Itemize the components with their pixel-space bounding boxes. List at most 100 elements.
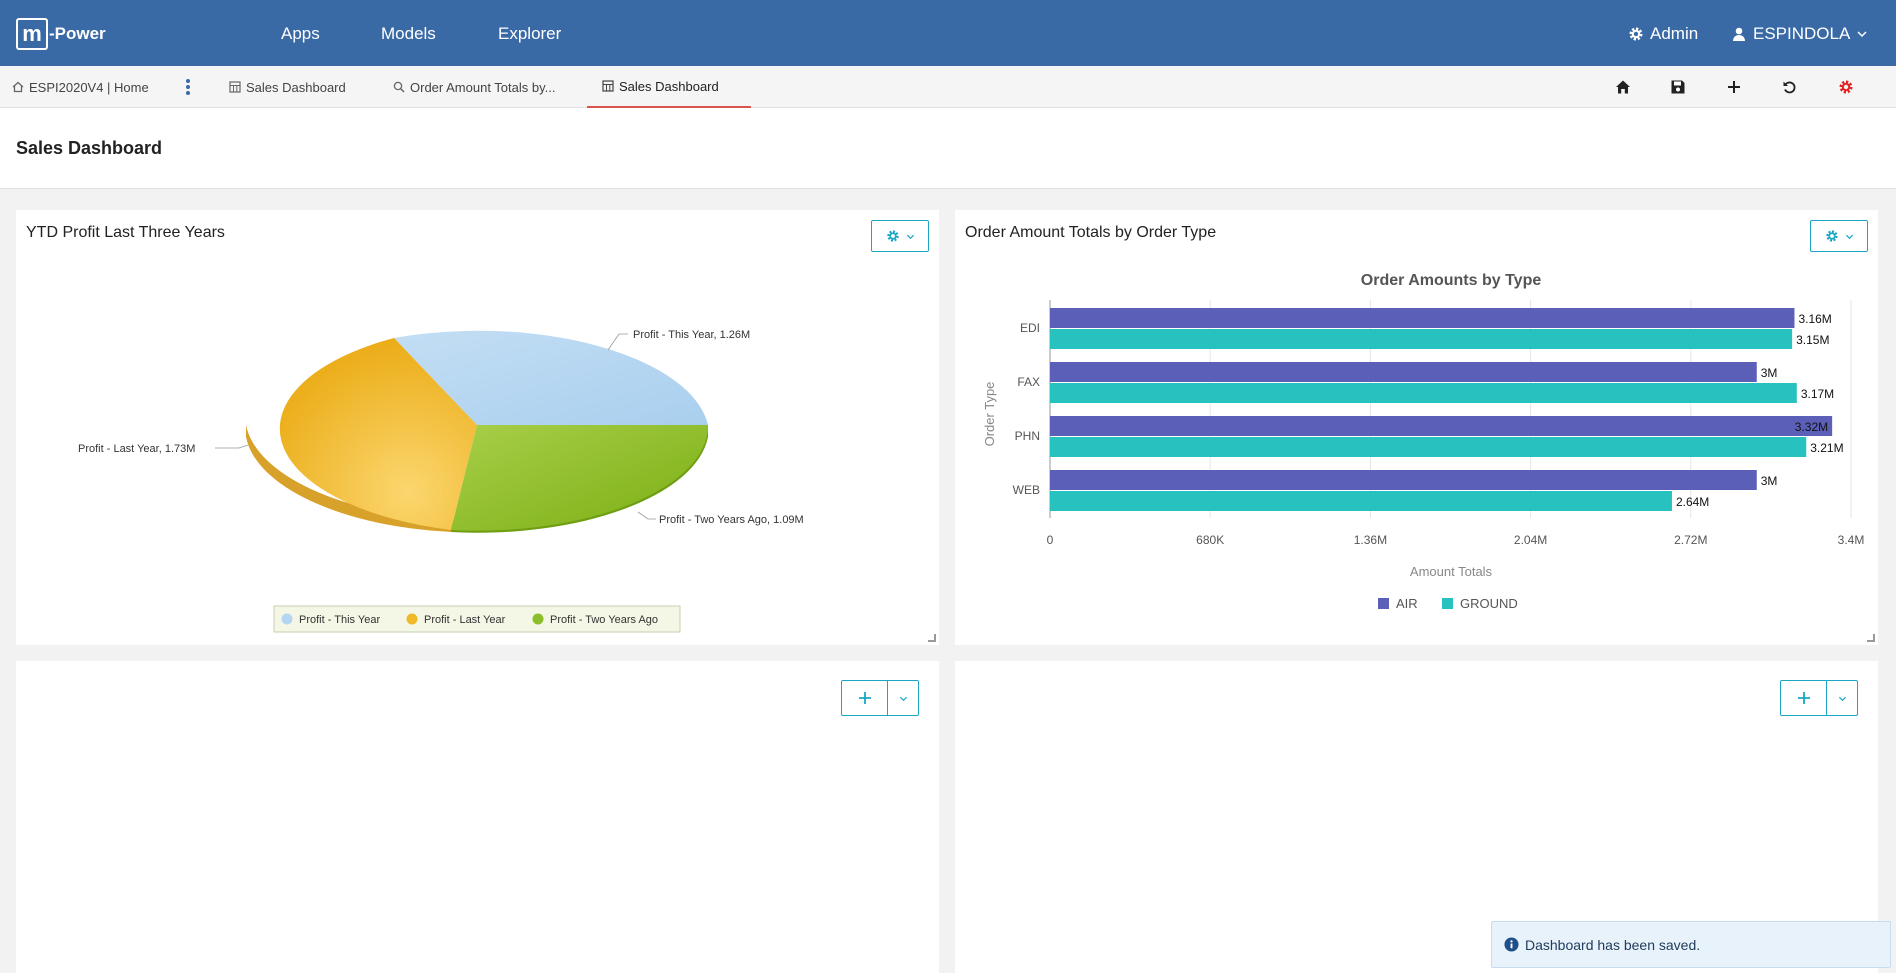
bar-chart-ylabel: Order Type [982, 382, 997, 447]
pie-legend-this-year: Profit - This Year [299, 614, 380, 626]
add-widget-group-left [841, 680, 919, 716]
tab-sales-dashboard-active[interactable]: Sales Dashboard [587, 66, 751, 108]
add-widget-button[interactable] [842, 681, 887, 715]
pie-panel-settings-button[interactable] [871, 220, 929, 252]
bar-category-label: FAX [1017, 375, 1040, 389]
tab-label: Sales Dashboard [246, 79, 346, 95]
add-button[interactable] [1723, 76, 1745, 98]
admin-menu[interactable]: Admin [1628, 24, 1698, 44]
nav-explorer[interactable]: Explorer [498, 24, 562, 43]
top-navbar: m -Power Apps Models Explorer Admin ESPI… [0, 0, 1896, 66]
user-label: ESPINDOLA [1753, 24, 1851, 43]
bar-x-tick-label: 0 [1047, 533, 1054, 547]
gear-icon [1629, 27, 1643, 41]
bar-chart-xlabel: Amount Totals [1410, 564, 1493, 579]
info-icon [1504, 937, 1519, 952]
bar-data-label: 3M [1761, 366, 1778, 380]
bar-x-tick-label: 1.36M [1354, 533, 1387, 547]
refresh-icon [1783, 81, 1796, 94]
plus-icon [1728, 81, 1740, 93]
bar-x-tick-label: 2.72M [1674, 533, 1707, 547]
bar-chart: Order Amounts by Type Amount Totals Orde… [982, 272, 1865, 611]
chevron-down-icon [1845, 234, 1853, 239]
bar-panel-settings-button[interactable] [1810, 220, 1868, 252]
add-widget-button[interactable] [1781, 681, 1826, 715]
bar-panel-resize-handle[interactable] [1867, 634, 1875, 642]
pie-label-this-year: Profit - This Year, 1.26M [633, 329, 750, 341]
user-icon [1733, 27, 1745, 41]
bar-chart-panel: Order Amount Totals by Order Type Order … [955, 210, 1878, 645]
home-button[interactable] [1612, 76, 1634, 98]
bar-data-label: 3.16M [1798, 312, 1831, 326]
bar-category-label: PHN [1015, 429, 1040, 443]
refresh-button[interactable] [1779, 76, 1801, 98]
pie-label-last-year: Profit - Last Year, 1.73M [78, 443, 195, 455]
bar-chart-title: Order Amounts by Type [1361, 272, 1542, 289]
pie-legend-last-year: Profit - Last Year [424, 614, 506, 626]
gear-icon [886, 230, 899, 242]
saved-notification-text: Dashboard has been saved. [1525, 936, 1701, 953]
pie-panel-title: YTD Profit Last Three Years [26, 224, 225, 241]
page-header: Sales Dashboard [0, 108, 1896, 189]
tab-order-amount-totals[interactable]: Order Amount Totals by... [393, 66, 555, 108]
user-menu[interactable]: ESPINDOLA [1731, 24, 1868, 44]
logo-text: -Power [49, 24, 106, 43]
pie-slice-this-year [394, 330, 708, 425]
nav-apps[interactable]: Apps [281, 24, 320, 43]
bar-air-fax [1050, 362, 1757, 382]
add-widget-dropdown[interactable] [1826, 681, 1857, 715]
tab-home[interactable]: ESPI2020V4 | Home [12, 66, 149, 108]
bar-legend-swatch-air [1378, 598, 1389, 609]
admin-label: Admin [1650, 24, 1699, 43]
chevron-down-icon [899, 696, 907, 701]
tab-bar: ESPI2020V4 | Home Sales Dashboard Order … [0, 66, 1896, 108]
bar-legend-swatch-ground [1442, 598, 1453, 609]
bar-x-tick-label: 3.4M [1838, 533, 1865, 547]
bar-data-label: 3.17M [1801, 387, 1834, 401]
add-widget-dropdown[interactable] [887, 681, 918, 715]
nav-models[interactable]: Models [381, 24, 436, 43]
pie-slice-last-year [279, 338, 477, 530]
pie-label-two-years-ago: Profit - Two Years Ago, 1.09M [659, 514, 804, 526]
pie-chart: Profit - This Year, 1.26M Profit - Last … [78, 329, 804, 633]
bar-air-edi [1050, 308, 1795, 328]
save-button[interactable] [1667, 76, 1689, 98]
dashboard-icon [229, 81, 241, 93]
page-title: Sales Dashboard [16, 138, 163, 158]
plus-icon [1797, 692, 1810, 704]
bar-legend-label-ground[interactable]: GROUND [1460, 596, 1518, 611]
bar-category-label: WEB [1013, 483, 1040, 497]
bar-category-label: EDI [1020, 321, 1040, 335]
tab-sales-dashboard-1[interactable]: Sales Dashboard [229, 66, 346, 108]
chevron-down-icon [1857, 31, 1867, 38]
pie-legend-two-years-ago: Profit - Two Years Ago [550, 614, 658, 626]
bar-data-label: 3.15M [1796, 333, 1829, 347]
tab-label: Sales Dashboard [619, 78, 719, 94]
pie-slice-two-years-ago [451, 425, 709, 531]
home-icon [1616, 80, 1630, 94]
bar-legend-label-air[interactable]: AIR [1396, 596, 1418, 611]
bar-air-phn [1050, 416, 1833, 436]
tab-label: Order Amount Totals by... [410, 79, 556, 95]
tab-home-label: ESPI2020V4 | Home [29, 79, 149, 95]
bar-ground-fax [1050, 383, 1797, 403]
pie-panel-resize-handle[interactable] [928, 634, 936, 642]
home-icon [12, 81, 24, 93]
logo-mark: m [16, 18, 48, 50]
bar-ground-web [1050, 491, 1672, 511]
tab-overflow-menu[interactable] [184, 78, 192, 96]
bar-panel-title: Order Amount Totals by Order Type [965, 224, 1217, 241]
empty-panel-left [16, 661, 939, 973]
bar-air-web [1050, 470, 1757, 490]
save-icon [1671, 80, 1685, 94]
bar-x-tick-label: 2.04M [1514, 533, 1547, 547]
chevron-down-icon [906, 234, 914, 239]
pie-legend: Profit - This Year Profit - Last Year Pr… [273, 605, 681, 633]
settings-button[interactable] [1835, 76, 1857, 98]
chevron-down-icon [1838, 696, 1846, 701]
bar-ground-edi [1050, 329, 1793, 349]
bar-ground-phn [1050, 437, 1807, 457]
mpower-logo[interactable]: m -Power [16, 18, 106, 50]
plus-icon [858, 692, 871, 704]
gear-icon [1825, 230, 1838, 242]
